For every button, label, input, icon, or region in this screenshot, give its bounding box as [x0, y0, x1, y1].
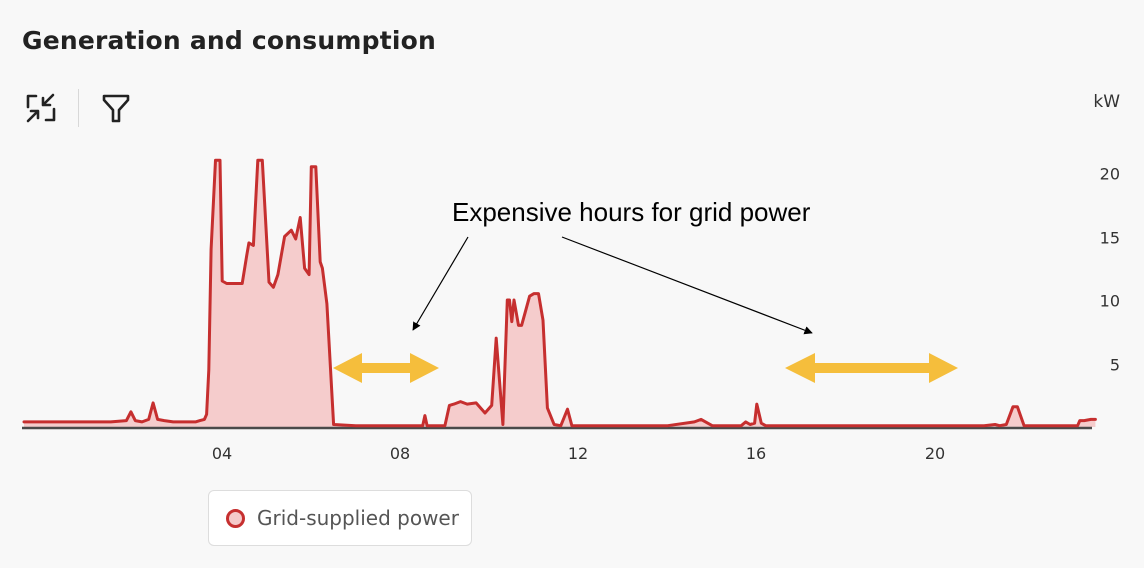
legend-circle-icon [226, 508, 245, 528]
filter-button[interactable] [97, 89, 135, 127]
legend-label: Grid-supplied power [257, 506, 459, 530]
annotation-pointer-left [412, 236, 469, 331]
annotation-pointer-right [561, 236, 813, 335]
x-tick-12: 12 [567, 444, 589, 463]
page-title: Generation and consumption [22, 26, 437, 55]
collapse-button[interactable] [22, 89, 60, 127]
x-tick-08: 08 [389, 444, 411, 463]
x-tick-20: 20 [924, 444, 946, 463]
expensive-hours-arrow-morning [333, 353, 439, 383]
collapse-icon [26, 93, 56, 123]
grid-power-line [22, 158, 1097, 428]
x-tick-04: 04 [211, 444, 233, 463]
chart-toolbar [22, 88, 135, 128]
y-tick-15: 15 [1099, 228, 1120, 248]
y-axis-unit: kW [1093, 92, 1120, 112]
filter-icon [102, 94, 130, 123]
legend-item-grid-supplied-power[interactable]: Grid-supplied power [208, 490, 472, 546]
x-tick-16: 16 [745, 444, 767, 463]
expensive-hours-arrow-evening [785, 353, 958, 383]
grid-power-area [24, 160, 1096, 428]
y-tick-20: 20 [1099, 164, 1120, 184]
y-tick-5: 5 [1109, 355, 1120, 375]
toolbar-divider [78, 89, 79, 127]
annotation-label: Expensive hours for grid power [452, 197, 811, 227]
y-tick-10: 10 [1099, 291, 1120, 311]
